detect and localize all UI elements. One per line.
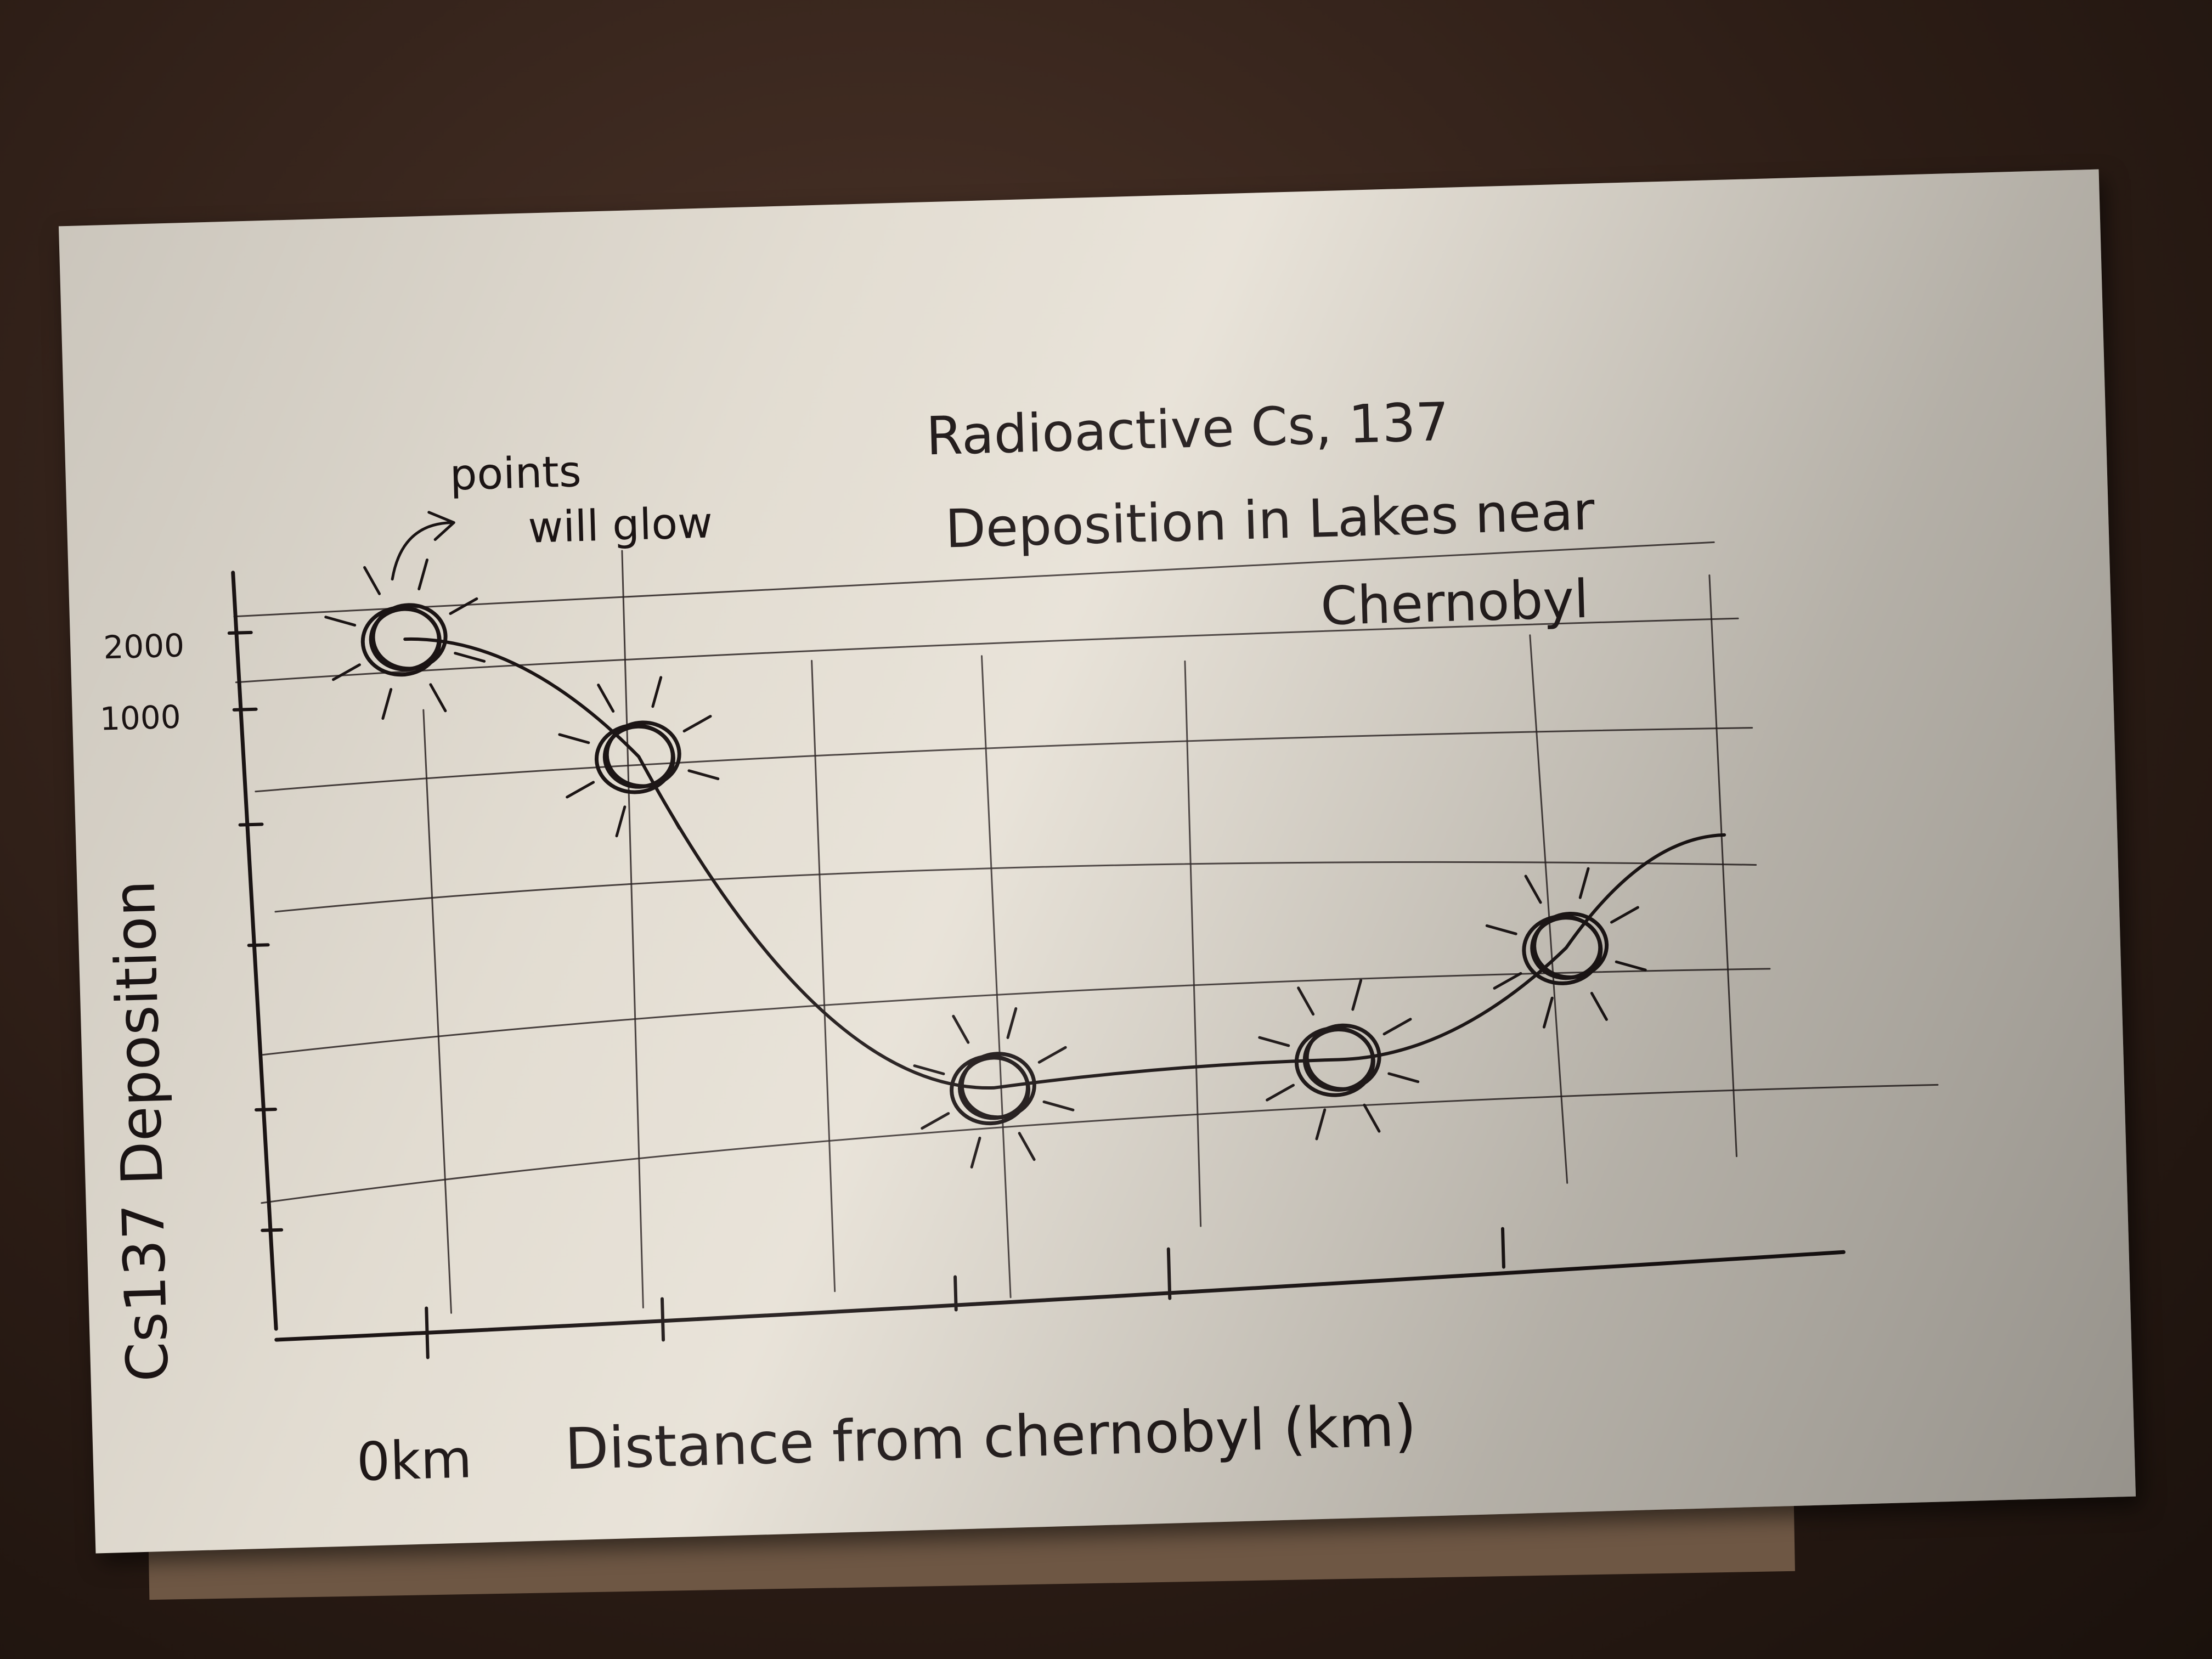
glow-ray <box>597 684 615 713</box>
point-circle <box>950 1054 1031 1126</box>
glow-ray <box>1615 960 1647 972</box>
title-line-3: Chernobyl <box>1320 568 1590 637</box>
data-point <box>558 676 720 838</box>
glow-ray <box>687 769 720 781</box>
y-axis-label: Cs137 Deposition <box>100 879 181 1383</box>
glow-ray <box>1590 991 1608 1021</box>
point-circle <box>1522 914 1603 985</box>
glow-ray <box>454 652 486 663</box>
title-line-2: Deposition in Lakes near <box>944 480 1595 560</box>
data-point <box>1258 979 1420 1141</box>
glow-ray <box>1315 1108 1327 1141</box>
data-point <box>1485 867 1647 1029</box>
series-line <box>403 637 1726 1090</box>
x-tick-label-0km: 0km <box>356 1428 472 1493</box>
annotation-line-2: will glow <box>527 498 713 552</box>
data-point <box>913 1007 1075 1169</box>
glow-ray <box>1542 996 1554 1029</box>
glow-ray <box>1037 1046 1067 1064</box>
glow-ray <box>558 733 590 744</box>
glow-ray <box>682 715 712 733</box>
point-circle <box>1305 1023 1381 1091</box>
point-circle <box>594 723 675 794</box>
point-circle <box>1294 1026 1375 1097</box>
glow-ray <box>1387 1072 1420 1084</box>
title-line-1: Radioactive Cs, 137 <box>926 391 1450 467</box>
point-circle <box>605 720 681 788</box>
glow-ray <box>1297 986 1315 1016</box>
glow-ray <box>1006 1007 1018 1039</box>
annotation-text: points will glow <box>449 447 713 553</box>
glow-ray <box>417 558 429 591</box>
x-axis-label: Distance from chernobyl (km) <box>564 1392 1417 1482</box>
glow-ray <box>913 1064 945 1075</box>
glow-ray <box>651 676 663 708</box>
glow-ray <box>970 1136 981 1169</box>
glow-ray <box>429 683 447 713</box>
glow-ray <box>324 616 357 627</box>
data-points <box>324 558 1647 1169</box>
y-axis-ticks <box>227 630 284 1232</box>
glow-ray <box>1383 1018 1412 1036</box>
chart-svg: points will glow Radioactive Cs, 137 Dep… <box>99 391 1939 1493</box>
y-axis <box>231 571 278 1331</box>
point-circle <box>960 1052 1036 1120</box>
point-circle <box>360 606 442 677</box>
chart-title: Radioactive Cs, 137 Deposition in Lakes … <box>926 391 1596 637</box>
glow-ray <box>1524 874 1542 904</box>
x-axis-ticks <box>425 1227 1505 1359</box>
glow-ray <box>921 1112 950 1130</box>
glow-ray <box>1485 924 1517 935</box>
glow-ray <box>663 800 681 830</box>
glow-ray <box>1258 1036 1290 1047</box>
annotation-line-1: points <box>449 447 582 500</box>
glow-ray <box>1578 867 1590 899</box>
glow-ray <box>1266 1084 1295 1102</box>
glow-ray <box>332 663 361 681</box>
glow-ray <box>1363 1103 1381 1133</box>
x-axis <box>274 1250 1846 1342</box>
point-circle <box>1532 911 1609 979</box>
glow-ray <box>952 1014 970 1044</box>
glow-ray <box>381 688 393 720</box>
axes <box>227 571 1846 1359</box>
glow-ray <box>1042 1100 1075 1111</box>
paper-card: points will glow Radioactive Cs, 137 Dep… <box>58 169 2136 1554</box>
glow-ray <box>1610 906 1639 924</box>
glow-ray <box>363 566 381 595</box>
glow-ray <box>566 781 595 799</box>
data-point <box>324 558 486 720</box>
glow-ray <box>449 597 478 615</box>
glow-ray <box>1493 972 1522 990</box>
point-circle <box>371 603 448 671</box>
glow-ray <box>1351 979 1363 1011</box>
y-tick-label-1000: 1000 <box>99 698 181 738</box>
glow-ray <box>615 805 627 838</box>
grid <box>233 541 1939 1314</box>
glow-ray <box>1018 1132 1036 1161</box>
y-tick-label-2000: 2000 <box>103 627 184 666</box>
annotation-arrow <box>391 511 455 581</box>
